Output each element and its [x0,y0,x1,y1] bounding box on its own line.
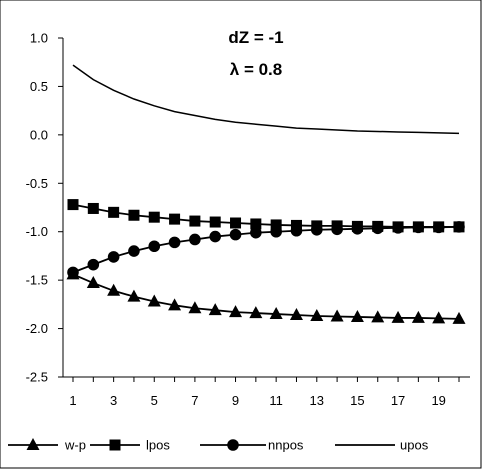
x-tick-label: 19 [431,393,445,408]
data-point-lpos [270,219,282,231]
legend-item-upos: upos [335,438,429,453]
x-tick-label: 13 [310,393,324,408]
data-point-nnpos [290,224,303,237]
x-tick-label: 5 [151,393,158,408]
data-point-lpos [230,217,242,229]
data-point-nnpos [250,226,262,239]
data-point-nnpos [371,222,384,235]
data-point-nnpos [432,221,445,234]
data-point-w-p [249,306,263,319]
legend-item-lpos: lpos [90,438,170,453]
data-point-nnpos [168,236,181,249]
data-point-nnpos [331,223,343,236]
data-point-nnpos [270,225,282,238]
data-point-nnpos [67,266,79,279]
data-point-nnpos [351,223,364,235]
legend: w-p lpos nnpos upos [8,438,429,453]
series-w-p [66,267,466,324]
data-point-lpos [108,206,120,218]
legend-marker [109,439,121,451]
data-point-nnpos [87,258,100,271]
data-point-w-p [269,307,283,320]
data-point-w-p [127,289,141,302]
series-nnpos [67,221,465,279]
data-point-nnpos [107,251,120,263]
x-ticks: 1 3 5 7 9 11 13 15 17 19 [69,377,460,408]
y-tick-label: 1.0 [30,31,48,46]
data-point-nnpos [392,222,404,234]
data-point-nnpos [229,228,242,241]
data-point-nnpos [310,223,323,236]
y-tick-label: -2.5 [26,370,48,385]
data-point-w-p [107,283,121,296]
annotation-dz: dZ = -1 [228,28,283,47]
data-point-nnpos [128,245,140,257]
annotation-lambda: λ = 0.8 [230,60,282,79]
data-point-w-p [371,310,385,323]
y-tick-label: -1.5 [26,273,48,288]
data-point-nnpos [209,230,222,243]
data-point-w-p [411,310,425,323]
x-tick-label: 1 [69,393,76,408]
y-tick-label: 0.5 [30,79,48,94]
data-point-w-p [168,298,182,311]
series-layer [66,64,466,324]
legend-label: w-p [64,438,86,453]
y-tick-label: -1.0 [26,224,48,239]
data-point-nnpos [189,233,201,246]
legend-item-w-p: w-p [8,438,86,453]
x-tick-label: 17 [391,393,405,408]
data-point-w-p [289,308,303,321]
data-point-lpos [128,209,140,221]
data-point-lpos [67,199,79,211]
y-tick-label: -2.0 [26,321,48,336]
x-tick-label: 11 [269,393,283,408]
data-point-w-p [452,311,466,324]
data-point-w-p [229,305,243,318]
y-tick-label: 0.0 [30,127,48,142]
data-point-w-p [86,276,100,289]
data-point-lpos [87,202,99,214]
data-point-w-p [147,294,161,307]
data-point-nnpos [412,221,425,234]
x-tick-label: 15 [350,393,364,408]
data-point-lpos [189,215,201,227]
y-ticks: 1.0 0.5 0.0 -0.5 -1.0 -1.5 -2.0 -2.5 [26,31,63,385]
data-point-nnpos [453,221,465,233]
legend-item-nnpos: nnpos [200,438,304,453]
data-point-w-p [188,301,202,314]
y-tick-label: -0.5 [26,176,48,191]
data-point-w-p [330,309,344,322]
data-point-lpos [148,211,160,223]
data-point-nnpos [148,240,161,253]
legend-label: upos [400,438,429,453]
data-point-lpos [250,218,262,230]
data-point-lpos [209,216,221,228]
x-tick-label: 9 [232,393,239,408]
legend-label: lpos [146,438,170,453]
legend-marker [227,439,239,451]
series-upos [72,64,460,135]
series-line-upos [72,64,460,135]
data-point-w-p [208,303,222,316]
legend-label: nnpos [268,438,304,453]
data-point-lpos [169,213,181,225]
x-tick-label: 3 [110,393,117,408]
data-point-w-p [432,311,446,324]
data-point-w-p [310,308,324,321]
legend-marker [26,438,40,450]
data-point-w-p [350,309,364,322]
x-tick-label: 7 [191,393,198,408]
data-point-w-p [391,310,405,323]
